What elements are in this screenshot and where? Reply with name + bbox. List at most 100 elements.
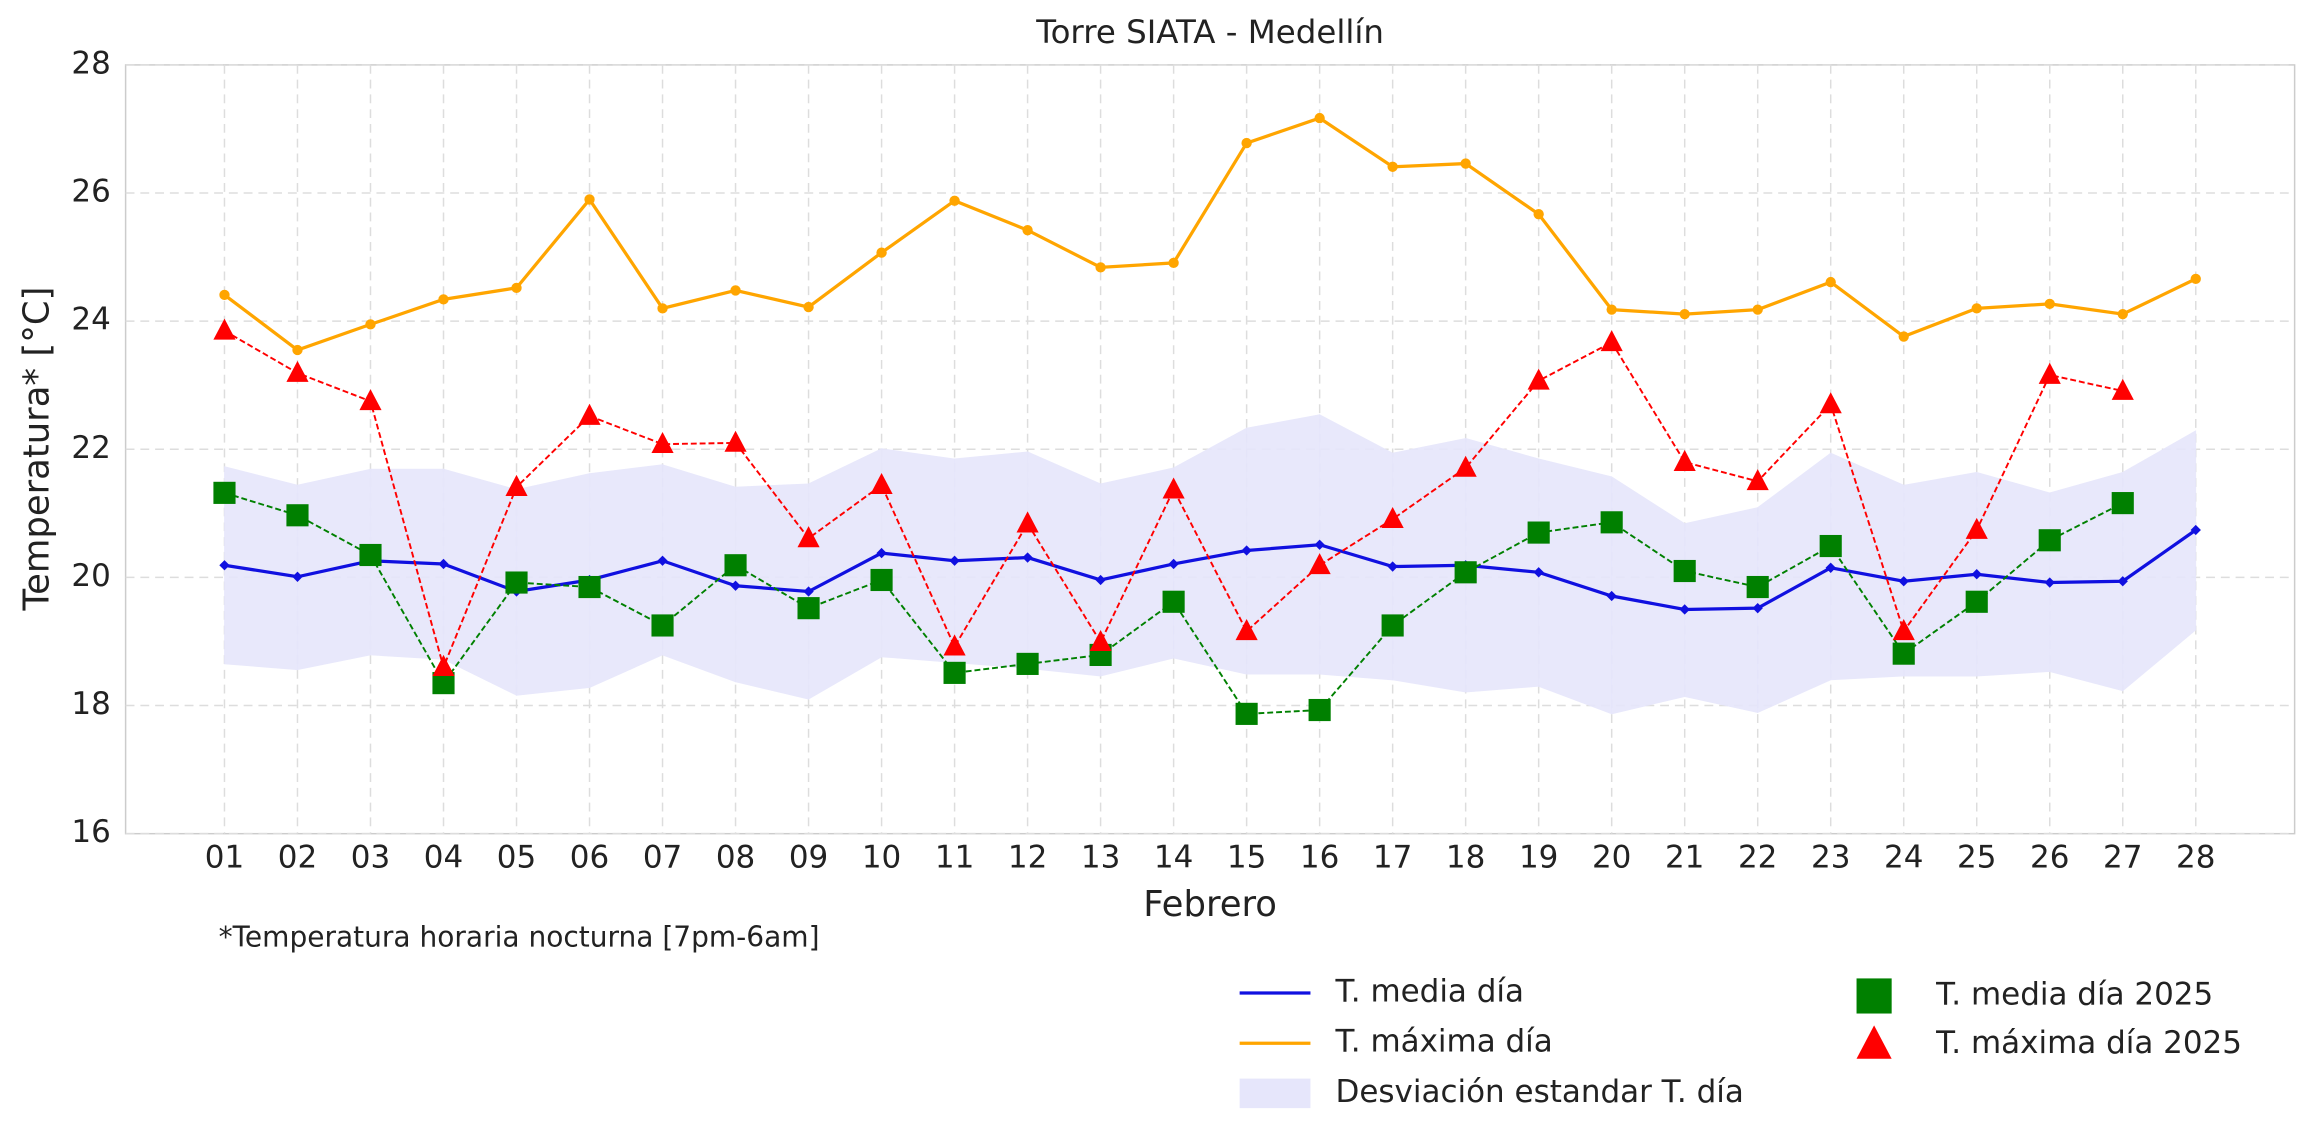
marker [724,430,747,452]
marker [870,568,893,592]
footnote: *Temperatura horaria nocturna [7pm-6am] [219,920,820,953]
y-tick-label: 20 [71,558,110,594]
marker [1308,698,1331,722]
marker [438,294,449,305]
marker [1533,567,1544,578]
marker [1606,304,1617,315]
marker [1454,455,1477,477]
x-tick-label: 06 [570,839,609,875]
marker [876,247,887,258]
marker [365,319,376,330]
marker [876,547,887,559]
marker [1527,521,1550,544]
marker [949,195,960,206]
x-tick-label: 19 [1519,839,1558,875]
marker [1533,209,1544,220]
marker [359,543,382,567]
std-band [2122,430,2197,692]
marker [505,571,528,594]
marker [1308,553,1331,575]
marker [1825,562,1836,573]
x-tick-label: 08 [716,839,755,875]
marker [870,472,893,495]
x-tick-label: 12 [1008,839,1047,875]
marker [438,558,449,570]
marker [1825,276,1836,288]
marker [724,554,747,577]
y-tick-label: 22 [71,430,110,466]
marker [2044,298,2055,310]
x-tick-label: 03 [351,839,390,875]
marker [1387,161,1398,172]
x-tick-label: 04 [424,839,463,875]
marker [1527,368,1550,390]
marker [1971,303,1982,314]
marker [286,360,309,382]
legend-swatch [1856,978,1892,1014]
x-tick-label: 16 [1300,839,1339,875]
x-tick-label: 26 [2030,839,2069,875]
marker [1673,449,1696,471]
y-axis-label: Temperatura* [°C] [17,287,58,612]
marker [1746,469,1769,491]
legend-label: T. media día [1335,974,1524,1010]
marker [1381,614,1404,637]
marker [511,282,522,294]
legend-label: T. media día 2025 [1935,976,2213,1012]
x-tick-label: 02 [278,839,317,875]
marker [651,431,674,454]
y-tick-label: 18 [71,686,110,722]
marker [1746,575,1769,599]
marker [578,403,601,425]
marker [1168,257,1179,269]
marker [2190,273,2201,285]
legend-label: Desviación estandar T. día [1336,1074,1744,1110]
x-tick-label: 17 [1373,839,1412,875]
marker [1819,392,1842,414]
x-tick-label: 15 [1227,839,1266,875]
legend-swatch [1239,1078,1311,1109]
marker [943,661,966,684]
x-tick-label: 24 [1884,839,1923,875]
marker [505,474,528,496]
legend-label: T. máxima día 2025 [1935,1025,2242,1061]
y-tick-label: 28 [71,45,110,81]
marker [1089,629,1112,651]
marker [1016,652,1039,675]
marker [730,285,741,296]
series-line [223,329,2123,671]
x-tick-label: 09 [789,839,828,875]
x-tick-label: 28 [2176,839,2215,875]
marker [1235,619,1258,641]
y-tick-label: 16 [71,814,110,850]
legend-label: T. máxima día [1335,1024,1553,1060]
std-band [1027,451,1101,677]
std-band [1538,458,1613,715]
x-tick-label: 14 [1154,839,1193,875]
x-tick-label: 13 [1081,839,1120,875]
marker [1600,511,1623,534]
marker [286,504,309,527]
marker [219,560,230,571]
marker [1095,574,1106,586]
marker [578,575,601,599]
marker [803,586,814,597]
marker [1898,576,1909,587]
marker [292,344,303,356]
marker [2111,378,2134,400]
marker [1679,308,1690,320]
x-tick-label: 05 [497,839,536,875]
marker [2111,492,2134,515]
legend-swatch [1856,1025,1892,1059]
series-line [224,528,2197,612]
marker [2038,529,2061,552]
marker [803,301,814,313]
marker [657,555,668,566]
marker [1162,590,1185,613]
marker [432,654,455,676]
marker [797,526,820,548]
marker [1454,561,1477,584]
series-line [223,116,2197,352]
marker [1387,561,1398,572]
